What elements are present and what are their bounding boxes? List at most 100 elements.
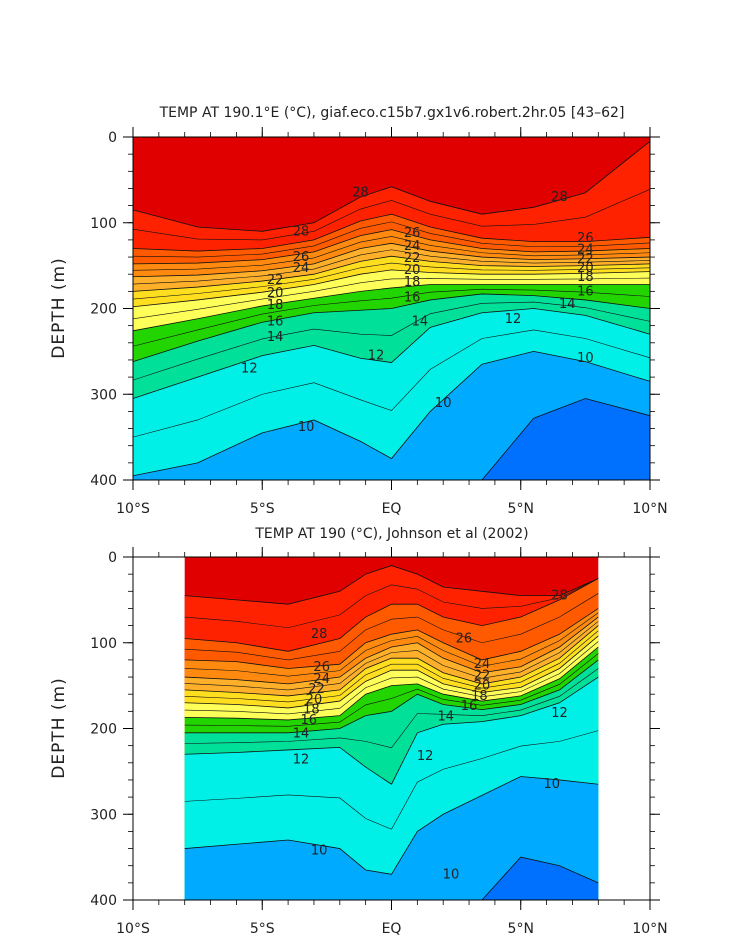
isotherm-minor — [132, 288, 651, 347]
chart-title: TEMP AT 190.1°E (°C), giaf.eco.c15b7.gx1… — [159, 105, 625, 121]
isotherm-minor — [184, 730, 599, 830]
contour-label: 16 — [301, 713, 318, 728]
isotherm-28 — [132, 140, 651, 232]
isotherm-10 — [184, 776, 599, 875]
contour-label: 22 — [404, 251, 421, 266]
contour-label: 26 — [293, 250, 310, 265]
contour-label: 28 — [311, 627, 328, 642]
isotherm-minor — [184, 593, 599, 661]
chart-panel-model: TEMP AT 190.1°E (°C), giaf.eco.c15b7.gx1… — [49, 105, 668, 517]
y-tick-label: 200 — [90, 722, 117, 738]
contour-label: 26 — [313, 660, 330, 675]
isotherm-minor — [184, 641, 599, 715]
isotherm-minor — [132, 329, 651, 438]
x-tick-label: 5°N — [508, 501, 534, 517]
contour-label: 20 — [306, 692, 323, 707]
isotherm-24 — [132, 229, 651, 265]
contour-label: 24 — [313, 672, 330, 687]
y-axis-label: DEPTH (m) — [49, 257, 69, 358]
x-tick-label: 5°S — [250, 921, 275, 937]
contour-label: 10 — [577, 351, 594, 366]
isotherm-28 — [184, 565, 599, 605]
isotherm-minor — [132, 189, 651, 241]
contour-label: 24 — [474, 657, 491, 672]
isotherm-14 — [184, 659, 599, 734]
contour-label: 10 — [443, 867, 460, 882]
contour-label: 10 — [543, 777, 560, 792]
contour-label: 24 — [404, 239, 421, 254]
contour-label: 28 — [551, 190, 568, 205]
isotherm-minor — [132, 221, 651, 258]
isotherm-minor — [132, 277, 651, 320]
contour-label: 20 — [474, 679, 491, 694]
isotherm-minor — [184, 668, 599, 749]
isotherm-minor — [132, 249, 651, 285]
isotherm-18 — [132, 269, 651, 308]
contour-label: 20 — [577, 261, 594, 276]
y-tick-label: 100 — [90, 636, 117, 652]
y-tick-label: 300 — [90, 387, 117, 403]
y-tick-label: 0 — [108, 130, 117, 146]
contour-label: 16 — [267, 314, 284, 329]
contour-label: 28 — [293, 224, 310, 239]
contour-label: 18 — [303, 703, 320, 718]
x-tick-label: 10°N — [632, 921, 667, 937]
contour-label: 16 — [577, 284, 594, 299]
x-tick-label: 10°S — [116, 501, 150, 517]
isotherm-minor — [184, 653, 599, 727]
contour-label: 26 — [404, 226, 421, 241]
contour-label: 28 — [352, 186, 369, 201]
x-tick-label: 5°S — [250, 501, 275, 517]
isotherm-minor — [184, 630, 599, 703]
isotherm-16 — [184, 646, 599, 721]
isotherm-minor — [184, 578, 599, 629]
contour-label: 18 — [577, 270, 594, 285]
isotherm-20 — [184, 625, 599, 697]
isotherm-18 — [184, 635, 599, 709]
contour-label: 16 — [404, 290, 421, 305]
y-tick-label: 400 — [90, 473, 117, 489]
contour-label: 20 — [404, 263, 421, 278]
contour-label: 28 — [551, 589, 568, 604]
contour-label: 12 — [551, 706, 568, 721]
contour-label: 14 — [412, 314, 429, 329]
isotherm-10 — [132, 350, 651, 477]
contour-label: 24 — [577, 242, 594, 257]
x-tick-label: 10°N — [632, 501, 667, 517]
isotherm-26 — [184, 578, 599, 652]
x-tick-label: 10°S — [116, 921, 150, 937]
chart-panel-observations: TEMP AT 190 (°C), Johnson et al (2002) D… — [49, 526, 668, 937]
isotherm-minor — [184, 621, 599, 691]
isotherm-22 — [132, 242, 651, 278]
contour-label: 12 — [293, 752, 310, 767]
contour-label: 20 — [267, 286, 284, 301]
contour-label: 26 — [577, 231, 594, 246]
contour-label: 12 — [368, 349, 385, 364]
isotherm-26 — [132, 213, 651, 252]
contour-label: 10 — [435, 396, 452, 411]
contour-label: 18 — [267, 298, 284, 313]
band-8_9 — [184, 857, 599, 900]
isotherm-16 — [132, 284, 650, 332]
y-tick-label: 0 — [108, 550, 117, 566]
contour-label: 10 — [298, 420, 315, 435]
x-tick-label: EQ — [382, 501, 402, 517]
contour-label: 24 — [293, 261, 310, 276]
isotherm-12 — [184, 676, 599, 785]
y-tick-label: 400 — [90, 893, 117, 909]
contour-label: 22 — [267, 273, 284, 288]
contour-label: 14 — [293, 727, 310, 742]
contour-label: 22 — [308, 682, 325, 697]
isotherm-minor — [184, 612, 599, 677]
isotherm-12 — [132, 308, 651, 399]
contour-label: 22 — [474, 668, 491, 683]
contour-label: 14 — [438, 709, 455, 724]
isotherm-20 — [132, 255, 651, 292]
contour-label: 22 — [577, 252, 594, 267]
contour-label: 18 — [471, 689, 488, 704]
contour-label: 14 — [559, 297, 576, 312]
contour-label: 10 — [311, 843, 328, 858]
